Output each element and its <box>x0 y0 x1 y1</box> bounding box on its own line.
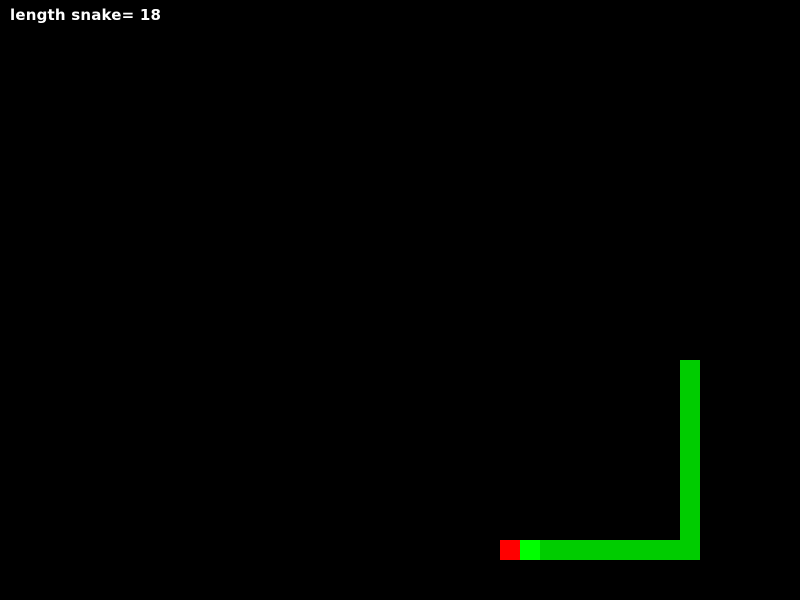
snake-body-segment <box>680 380 700 400</box>
snake-body-segment <box>560 540 580 560</box>
snake-body-segment <box>680 480 700 500</box>
snake-body-segment <box>600 540 620 560</box>
food-apple <box>500 540 520 560</box>
snake-body-segment <box>620 540 640 560</box>
snake-body-segment <box>680 440 700 460</box>
snake-body-segment <box>640 540 660 560</box>
snake-body-segment <box>660 540 680 560</box>
snake-body-segment <box>680 500 700 520</box>
snake-length-score: length snake= 18 <box>10 6 162 24</box>
snake-tail <box>680 360 700 380</box>
snake-head <box>520 540 540 560</box>
snake-body-segment <box>680 540 700 560</box>
snake-body-segment <box>680 420 700 440</box>
snake-body-segment <box>680 400 700 420</box>
snake-body-segment <box>540 540 560 560</box>
snake-body-segment <box>680 520 700 540</box>
snake-body-segment <box>580 540 600 560</box>
snake-body-segment <box>680 460 700 480</box>
